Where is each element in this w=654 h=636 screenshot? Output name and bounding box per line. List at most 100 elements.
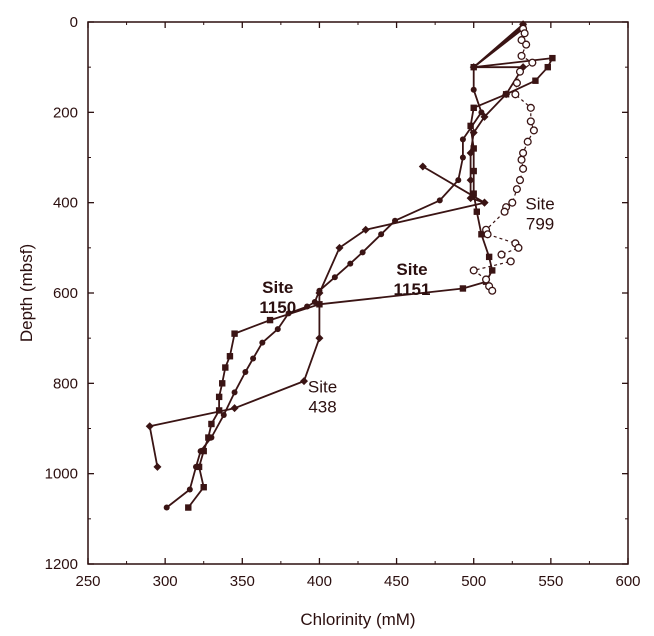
data-point-square [470,104,477,112]
data-point-square [185,504,192,511]
x-tick-label: 500 [461,573,486,590]
series-site-1151 [163,25,527,511]
data-point-open-circle [515,67,525,76]
y-tick-label: 0 [70,14,78,31]
data-point-open-circle [512,185,521,194]
data-point-open-circle [528,58,537,67]
data-point-square [478,231,485,238]
data-point-square [200,484,207,491]
axis-ticks [87,21,629,565]
data-point-circle [250,355,257,362]
x-axis-title: Chlorinity (mM) [300,610,415,629]
data-point-circle [311,299,318,306]
x-tick-label: 550 [538,573,563,590]
site-label: Site 799 [525,194,554,233]
data-point-circle [378,231,385,238]
data-point-open-circle [517,155,526,164]
data-point-circle [231,389,238,396]
data-point-square [200,447,207,455]
data-point-open-circle [506,257,515,266]
data-point-diamond [480,198,489,207]
y-tick-label: 1200 [45,556,78,573]
y-tick-label: 1000 [45,466,78,483]
data-point-open-circle [488,286,497,295]
x-tick-label: 250 [75,573,100,590]
data-point-square [470,190,477,197]
data-point-circle [197,448,204,455]
data-point-circle [163,504,170,511]
data-point-square [532,77,539,84]
data-point-square [502,91,510,98]
data-point-circle [470,64,477,71]
data-point-open-circle [514,243,523,252]
data-point-diamond [153,462,162,471]
data-point-circle [331,274,338,281]
data-point-open-circle [512,78,521,88]
data-point-open-circle [497,250,506,259]
data-point-square [226,353,234,360]
data-point-square [473,208,480,215]
data-point-circle [392,217,399,224]
site-label: Site 1151 [394,260,431,299]
data-point-square [489,267,496,274]
data-point-square [215,393,223,401]
data-point-square [266,316,274,324]
data-point-diamond [145,422,154,431]
x-tick-label: 400 [307,573,332,590]
data-point-square [195,463,203,471]
data-point-circle [459,154,466,161]
data-point-circle [259,339,266,346]
data-point-open-circle [483,230,492,239]
site-label: Site 438 [308,377,337,416]
data-point-square [459,285,467,292]
site-label-line: 1151 [394,280,431,299]
data-point-open-circle [517,51,526,60]
data-point-square [208,420,215,428]
series-line [166,28,524,509]
x-tick-label: 300 [153,573,178,590]
site-label-line: 438 [308,397,336,416]
data-point-circle [274,326,281,333]
data-point-circle [478,109,485,116]
data-point-open-circle [526,117,535,126]
site-label-line: Site [308,377,337,396]
data-point-square [316,301,323,308]
y-tick-label: 800 [53,375,78,392]
site-label: Site 1150 [259,278,296,317]
data-point-open-circle [469,266,478,275]
series-site-1150 [185,23,556,511]
data-point-open-circle [511,90,520,99]
data-point-open-circle [529,126,538,135]
data-point-circle [470,86,477,93]
x-tick-label: 350 [230,573,255,590]
data-point-square [470,145,477,152]
data-point-open-circle [482,275,491,284]
data-point-square [205,434,212,441]
data-point-square [549,54,556,62]
data-point-diamond [361,225,370,234]
y-axis-title: Depth (mbsf) [17,244,36,342]
data-point-circle [193,463,199,470]
data-point-square [231,330,238,337]
data-point-open-circle [526,103,535,112]
data-point-circle [316,287,323,294]
data-point-open-circle [517,36,526,45]
plot-area-frame [87,21,629,565]
x-tick-label: 600 [615,573,640,590]
site-label-line: Site [262,278,293,297]
data-point-circle [436,197,443,204]
data-point-open-circle [500,207,509,216]
data-point-circle [359,249,366,256]
data-point-square [470,167,477,175]
data-point-square [215,407,223,414]
data-point-circle [186,486,193,493]
data-point-square [219,380,226,387]
data-point-circle [208,434,215,441]
data-point-diamond [230,404,239,413]
data-point-diamond [335,243,344,252]
site-label-line: 1150 [259,298,296,317]
data-point-open-circle [520,29,529,38]
data-point-diamond [300,377,308,386]
